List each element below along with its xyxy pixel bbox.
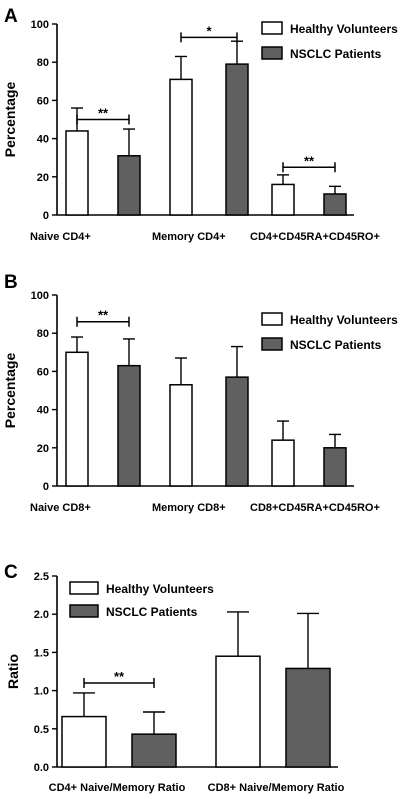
- legend-swatch-healthy: [69, 581, 99, 595]
- legend-swatch-nsclc: [69, 604, 99, 618]
- y-tick-label: 20: [37, 172, 49, 184]
- y-tick-label: 100: [31, 19, 49, 31]
- y-tick-label: 0: [43, 481, 49, 493]
- panel-letter: B: [4, 272, 18, 293]
- bar-healthy: [169, 78, 193, 216]
- y-tick-label: 40: [37, 134, 49, 146]
- legend-swatch-healthy: [261, 312, 283, 326]
- y-tick-label: 80: [37, 328, 49, 340]
- y-tick-label: 60: [37, 366, 49, 378]
- bar-nsclc: [323, 193, 347, 216]
- bar-healthy: [271, 439, 295, 487]
- legend-swatch-nsclc: [261, 337, 283, 351]
- y-axis-title: Percentage: [2, 353, 18, 429]
- category-label: Memory CD4+: [152, 231, 226, 243]
- y-tick-label: 100: [31, 290, 49, 302]
- legend-swatch-healthy: [261, 21, 283, 35]
- legend: Healthy Volunteers NSCLC Patients: [69, 581, 214, 619]
- bar-nsclc: [323, 447, 347, 487]
- legend: Healthy Volunteers NSCLC Patients: [261, 312, 398, 352]
- legend-label: NSCLC Patients: [290, 338, 382, 352]
- chart-panel-a: A 0 20 40 60 80 100 Percentage Naive CD4+ Memory …: [2, 6, 398, 243]
- legend-label: Healthy Volunteers: [290, 313, 398, 327]
- chart-panel-c: C 0.0 0.5 1.0 1.5 2.0 2.5 Ratio CD4+ Naive/Memor…: [4, 562, 345, 794]
- legend-label: Healthy Volunteers: [290, 22, 398, 36]
- y-axis-title: Percentage: [2, 82, 18, 158]
- y-tick-label: 2.5: [34, 571, 49, 583]
- bar-healthy: [61, 715, 107, 768]
- significance-label: *: [206, 23, 212, 38]
- bar-nsclc: [117, 155, 141, 216]
- category-label: Memory CD8+: [152, 502, 226, 514]
- y-tick-label: 40: [37, 405, 49, 417]
- bar-nsclc: [285, 667, 331, 768]
- y-tick-label: 0: [43, 210, 49, 222]
- legend-label: NSCLC Patients: [106, 605, 198, 619]
- panel-letter: C: [4, 562, 18, 583]
- bar-healthy: [271, 183, 295, 216]
- y-tick-label: 2.0: [34, 609, 49, 621]
- y-tick-label: 1.5: [34, 647, 49, 659]
- panel-letter: A: [4, 6, 18, 27]
- bar-healthy: [215, 655, 261, 768]
- y-tick-label: 20: [37, 443, 49, 455]
- bar-healthy: [169, 384, 193, 487]
- significance-label: **: [114, 669, 125, 684]
- bar-nsclc: [131, 733, 177, 768]
- category-label: CD4+ Naive/Memory Ratio: [49, 782, 186, 794]
- category-label: Naive CD4+: [30, 231, 91, 243]
- y-tick-label: 0.5: [34, 724, 49, 736]
- bar-healthy: [65, 351, 89, 487]
- category-label: Naive CD8+: [30, 502, 91, 514]
- category-label: CD4+CD45RA+CD45RO+: [250, 231, 380, 243]
- chart-panel-b: B 0 20 40 60 80 100 Percentage Naive CD8+ Memory …: [2, 272, 398, 514]
- y-tick-label: 80: [37, 57, 49, 69]
- legend-swatch-nsclc: [261, 46, 283, 60]
- bar-healthy: [65, 130, 89, 216]
- y-tick-label: 0.0: [34, 762, 49, 774]
- bar-nsclc: [225, 376, 249, 487]
- significance-label: **: [98, 106, 109, 121]
- y-tick-label: 60: [37, 95, 49, 107]
- legend-label: NSCLC Patients: [290, 47, 382, 61]
- y-axis-title: Ratio: [5, 654, 21, 689]
- category-label: CD8+ Naive/Memory Ratio: [208, 782, 345, 794]
- significance-label: **: [304, 153, 315, 168]
- legend: Healthy Volunteers NSCLC Patients: [261, 21, 398, 61]
- y-tick-label: 1.0: [34, 686, 49, 698]
- legend-label: Healthy Volunteers: [106, 582, 214, 596]
- bar-nsclc: [225, 63, 249, 216]
- category-label: CD8+CD45RA+CD45RO+: [250, 502, 380, 514]
- bar-nsclc: [117, 364, 141, 487]
- significance-label: **: [98, 308, 109, 323]
